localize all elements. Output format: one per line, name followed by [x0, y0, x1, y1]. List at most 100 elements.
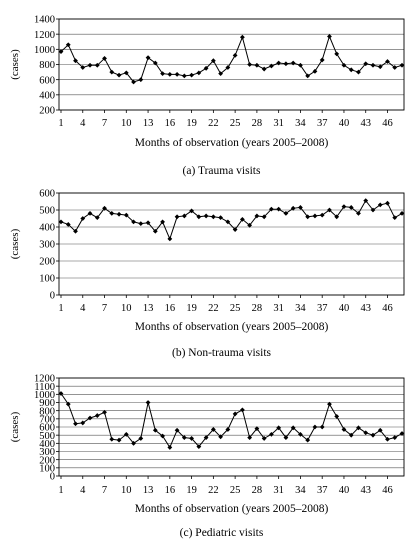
- x-tick-label: 31: [273, 303, 284, 314]
- x-tick-label: 46: [382, 485, 393, 496]
- data-point: [348, 205, 354, 210]
- data-point: [254, 426, 260, 432]
- data-point: [232, 53, 238, 58]
- data-point: [363, 198, 369, 204]
- data-point: [174, 214, 180, 220]
- data-point: [145, 400, 151, 405]
- data-point: [87, 211, 93, 216]
- data-point: [102, 409, 107, 415]
- data-point: [80, 216, 86, 221]
- data-point: [80, 420, 86, 426]
- data-point: [392, 65, 398, 70]
- data-point: [283, 211, 289, 216]
- data-point: [377, 64, 383, 70]
- data-point: [94, 62, 100, 68]
- x-tick-label: 22: [208, 485, 219, 496]
- y-tick-label: 600: [39, 189, 55, 200]
- y-tick-label: 900: [39, 398, 55, 409]
- data-point: [181, 435, 187, 441]
- data-point: [218, 434, 224, 440]
- data-point: [109, 211, 115, 216]
- data-point: [196, 214, 202, 220]
- y-tick-label: 300: [39, 447, 55, 458]
- y-tick-label: 1200: [34, 30, 55, 41]
- data-point: [298, 431, 303, 437]
- y-tick-label: 500: [39, 431, 55, 442]
- data-point: [239, 34, 245, 40]
- x-tick-label: 10: [121, 118, 132, 129]
- y-tick-label: 100: [39, 463, 55, 474]
- x-tick-label: 1: [58, 118, 63, 129]
- data-point: [210, 427, 216, 432]
- data-point: [370, 62, 376, 68]
- data-point: [160, 433, 165, 439]
- data-point: [167, 445, 173, 450]
- data-point: [261, 436, 267, 441]
- x-tick-label: 19: [186, 118, 197, 129]
- y-axis-label: (cases): [9, 228, 21, 259]
- x-tick-label: 4: [80, 485, 86, 496]
- data-point: [334, 214, 340, 220]
- x-tick-label: 46: [382, 303, 393, 314]
- panel-caption: (b) Non-trauma visits: [172, 347, 272, 359]
- data-point: [385, 436, 390, 442]
- data-point: [189, 208, 194, 214]
- x-tick-label: 4: [80, 303, 86, 314]
- x-tick-label: 10: [121, 303, 132, 314]
- x-tick-label: 40: [339, 118, 350, 129]
- data-point: [348, 432, 354, 438]
- data-point: [225, 219, 231, 225]
- x-tick-label: 46: [382, 118, 393, 129]
- data-point: [298, 62, 303, 68]
- data-point: [341, 204, 347, 209]
- x-tick-label: 31: [273, 485, 284, 496]
- data-point: [131, 79, 136, 85]
- data-point: [312, 213, 318, 219]
- y-tick-label: 1000: [34, 390, 55, 401]
- y-tick-label: 600: [39, 75, 55, 86]
- x-tick-label: 4: [80, 118, 86, 129]
- data-point: [261, 214, 267, 220]
- data-point: [189, 72, 194, 78]
- data-point: [94, 413, 100, 418]
- x-tick-label: 19: [186, 303, 197, 314]
- y-tick-label: 1400: [34, 15, 55, 26]
- y-tick-label: 800: [39, 406, 55, 417]
- series-line: [60, 34, 403, 83]
- x-tick-label: 1: [58, 485, 63, 496]
- x-tick-label: 19: [186, 485, 197, 496]
- x-tick-label: 25: [230, 485, 241, 496]
- data-point: [312, 68, 318, 74]
- y-axis-label: (cases): [9, 49, 21, 80]
- data-point: [203, 213, 209, 219]
- data-point: [152, 427, 158, 433]
- data-point: [290, 60, 296, 66]
- y-tick-label: 0: [50, 472, 55, 483]
- data-point: [232, 227, 238, 232]
- chart-panel-1: 200 400 600 800 1000 1200 1400 1 4 7 10 13 16 19 22 25 2…: [9, 15, 405, 177]
- y-tick-label: 300: [39, 240, 55, 251]
- x-tick-label: 25: [230, 303, 241, 314]
- data-point: [123, 70, 129, 76]
- data-point: [181, 73, 187, 79]
- x-tick-label: 28: [252, 303, 263, 314]
- data-point: [356, 211, 361, 216]
- data-point: [80, 65, 86, 70]
- data-point: [319, 57, 325, 63]
- data-point: [138, 436, 144, 441]
- data-point: [174, 427, 180, 433]
- data-point: [392, 215, 398, 221]
- y-tick-label: 200: [39, 455, 55, 466]
- data-point: [196, 70, 202, 76]
- data-point: [131, 219, 136, 225]
- data-point: [399, 62, 405, 68]
- data-point: [247, 435, 253, 441]
- data-point: [73, 58, 78, 64]
- x-tick-label: 34: [295, 485, 306, 496]
- data-point: [356, 425, 361, 431]
- x-tick-label: 43: [360, 303, 371, 314]
- data-point: [65, 42, 71, 48]
- data-point: [58, 219, 64, 225]
- data-point: [399, 431, 405, 436]
- data-point: [167, 71, 173, 77]
